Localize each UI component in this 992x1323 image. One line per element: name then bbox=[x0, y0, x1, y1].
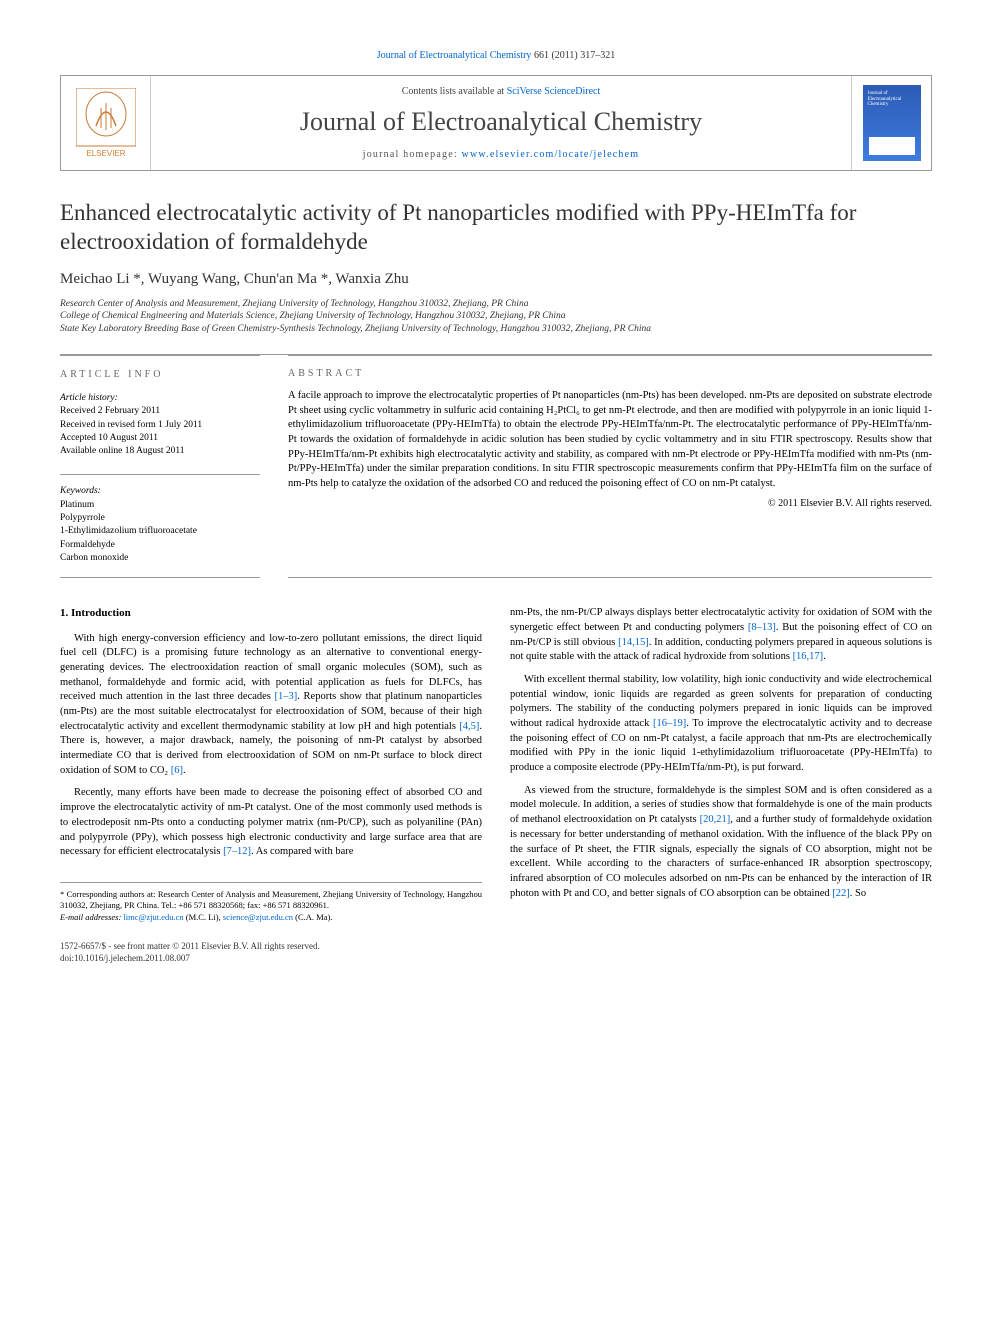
affiliation-line: College of Chemical Engineering and Mate… bbox=[60, 310, 932, 323]
email-label: E-mail addresses: bbox=[60, 912, 123, 922]
email-link[interactable]: science@zjut.edu.cn bbox=[223, 912, 293, 922]
cover-text: Journal of Electroanalytical Chemistry bbox=[868, 91, 921, 108]
ref-link[interactable]: [22] bbox=[832, 888, 850, 899]
authors-line: Meichao Li *, Wuyang Wang, Chun'an Ma *,… bbox=[60, 271, 932, 288]
ref-link[interactable]: [20,21] bbox=[700, 814, 731, 825]
keyword-line: Platinum bbox=[60, 499, 260, 512]
keyword-line: Carbon monoxide bbox=[60, 552, 260, 565]
ref-link[interactable]: [4,5] bbox=[459, 721, 479, 732]
abstract-copyright: © 2011 Elsevier B.V. All rights reserved… bbox=[288, 498, 932, 509]
ref-link[interactable]: [16–19] bbox=[653, 718, 686, 729]
ref-link[interactable]: [7–12] bbox=[223, 846, 251, 857]
header-center: Contents lists available at SciVerse Sci… bbox=[151, 76, 851, 170]
cover-cell: Journal of Electroanalytical Chemistry bbox=[851, 76, 931, 170]
affiliations-block: Research Center of Analysis and Measurem… bbox=[60, 298, 932, 336]
body-paragraph: With excellent thermal stability, low vo… bbox=[510, 673, 932, 776]
homepage-line: journal homepage: www.elsevier.com/locat… bbox=[159, 149, 843, 160]
contents-prefix: Contents lists available at bbox=[402, 86, 507, 97]
article-title: Enhanced electrocatalytic activity of Pt… bbox=[60, 199, 932, 257]
body-paragraph: With high energy-conversion efficiency a… bbox=[60, 632, 482, 779]
divider bbox=[60, 474, 260, 475]
publisher-logo-cell: ELSEVIER bbox=[61, 76, 151, 170]
affiliation-line: Research Center of Analysis and Measurem… bbox=[60, 298, 932, 311]
ref-link[interactable]: [14,15] bbox=[618, 637, 649, 648]
history-block: Article history: Received 2 February 201… bbox=[60, 392, 260, 458]
bottom-metadata: 1572-6657/$ - see front matter © 2011 El… bbox=[60, 941, 482, 964]
body-paragraph: As viewed from the structure, formaldehy… bbox=[510, 784, 932, 902]
body-column-left: 1. Introduction With high energy-convers… bbox=[60, 606, 482, 964]
body-columns: 1. Introduction With high energy-convers… bbox=[60, 606, 932, 964]
email-link[interactable]: limc@zjut.edu.cn bbox=[123, 912, 183, 922]
running-head-journal-link[interactable]: Journal of Electroanalytical Chemistry bbox=[377, 50, 532, 61]
page-container: Journal of Electroanalytical Chemistry 6… bbox=[0, 0, 992, 1005]
body-paragraph: nm-Pts, the nm-Pt/CP always displays bet… bbox=[510, 606, 932, 665]
homepage-link[interactable]: www.elsevier.com/locate/jelechem bbox=[462, 149, 640, 160]
article-info-label: ARTICLE INFO bbox=[60, 368, 260, 382]
abstract-text: A facile approach to improve the electro… bbox=[288, 389, 932, 492]
ref-link[interactable]: [6] bbox=[171, 765, 183, 776]
history-line: Available online 18 August 2011 bbox=[60, 445, 260, 458]
corresponding-note: * Corresponding authors at: Research Cen… bbox=[60, 889, 482, 912]
history-line: Received in revised form 1 July 2011 bbox=[60, 419, 260, 432]
journal-title: Journal of Electroanalytical Chemistry bbox=[159, 107, 843, 137]
history-label: Article history: bbox=[60, 392, 260, 405]
homepage-prefix: journal homepage: bbox=[363, 149, 462, 160]
abstract-block: ABSTRACT A facile approach to improve th… bbox=[288, 355, 932, 578]
sciencedirect-link[interactable]: SciVerse ScienceDirect bbox=[507, 86, 601, 97]
running-head: Journal of Electroanalytical Chemistry 6… bbox=[60, 50, 932, 61]
running-head-citation: 661 (2011) 317–321 bbox=[534, 50, 615, 61]
body-column-right: nm-Pts, the nm-Pt/CP always displays bet… bbox=[510, 606, 932, 964]
elsevier-logo-text: ELSEVIER bbox=[86, 149, 125, 158]
keyword-line: Polypyrrole bbox=[60, 512, 260, 525]
corresponding-emails: E-mail addresses: limc@zjut.edu.cn (M.C.… bbox=[60, 912, 482, 923]
ref-link[interactable]: [8–13] bbox=[748, 622, 776, 633]
keywords-label: Keywords: bbox=[60, 485, 260, 498]
keyword-line: Formaldehyde bbox=[60, 539, 260, 552]
doi-line: doi:10.1016/j.jelechem.2011.08.007 bbox=[60, 953, 482, 965]
elsevier-logo-icon: ELSEVIER bbox=[76, 88, 136, 158]
keyword-line: 1-Ethylimidazolium trifluoroacetate bbox=[60, 525, 260, 538]
keywords-block: Keywords: Platinum Polypyrrole 1-Ethylim… bbox=[60, 485, 260, 565]
body-paragraph: Recently, many efforts have been made to… bbox=[60, 786, 482, 859]
issn-line: 1572-6657/$ - see front matter © 2011 El… bbox=[60, 941, 482, 953]
section-heading-intro: 1. Introduction bbox=[60, 606, 482, 621]
email-name: (M.C. Li), bbox=[184, 912, 223, 922]
article-info-block: ARTICLE INFO Article history: Received 2… bbox=[60, 355, 260, 578]
journal-header-box: ELSEVIER Contents lists available at Sci… bbox=[60, 75, 932, 171]
ref-link[interactable]: [16,17] bbox=[793, 651, 824, 662]
affiliation-line: State Key Laboratory Breeding Base of Gr… bbox=[60, 323, 932, 336]
corresponding-footer: * Corresponding authors at: Research Cen… bbox=[60, 882, 482, 923]
abstract-label: ABSTRACT bbox=[288, 368, 932, 379]
ref-link[interactable]: [1–3] bbox=[275, 691, 298, 702]
info-abstract-row: ARTICLE INFO Article history: Received 2… bbox=[60, 354, 932, 578]
history-line: Received 2 February 2011 bbox=[60, 405, 260, 418]
history-line: Accepted 10 August 2011 bbox=[60, 432, 260, 445]
journal-cover-thumbnail: Journal of Electroanalytical Chemistry bbox=[863, 85, 921, 161]
contents-line: Contents lists available at SciVerse Sci… bbox=[159, 86, 843, 97]
email-name: (C.A. Ma). bbox=[293, 912, 332, 922]
